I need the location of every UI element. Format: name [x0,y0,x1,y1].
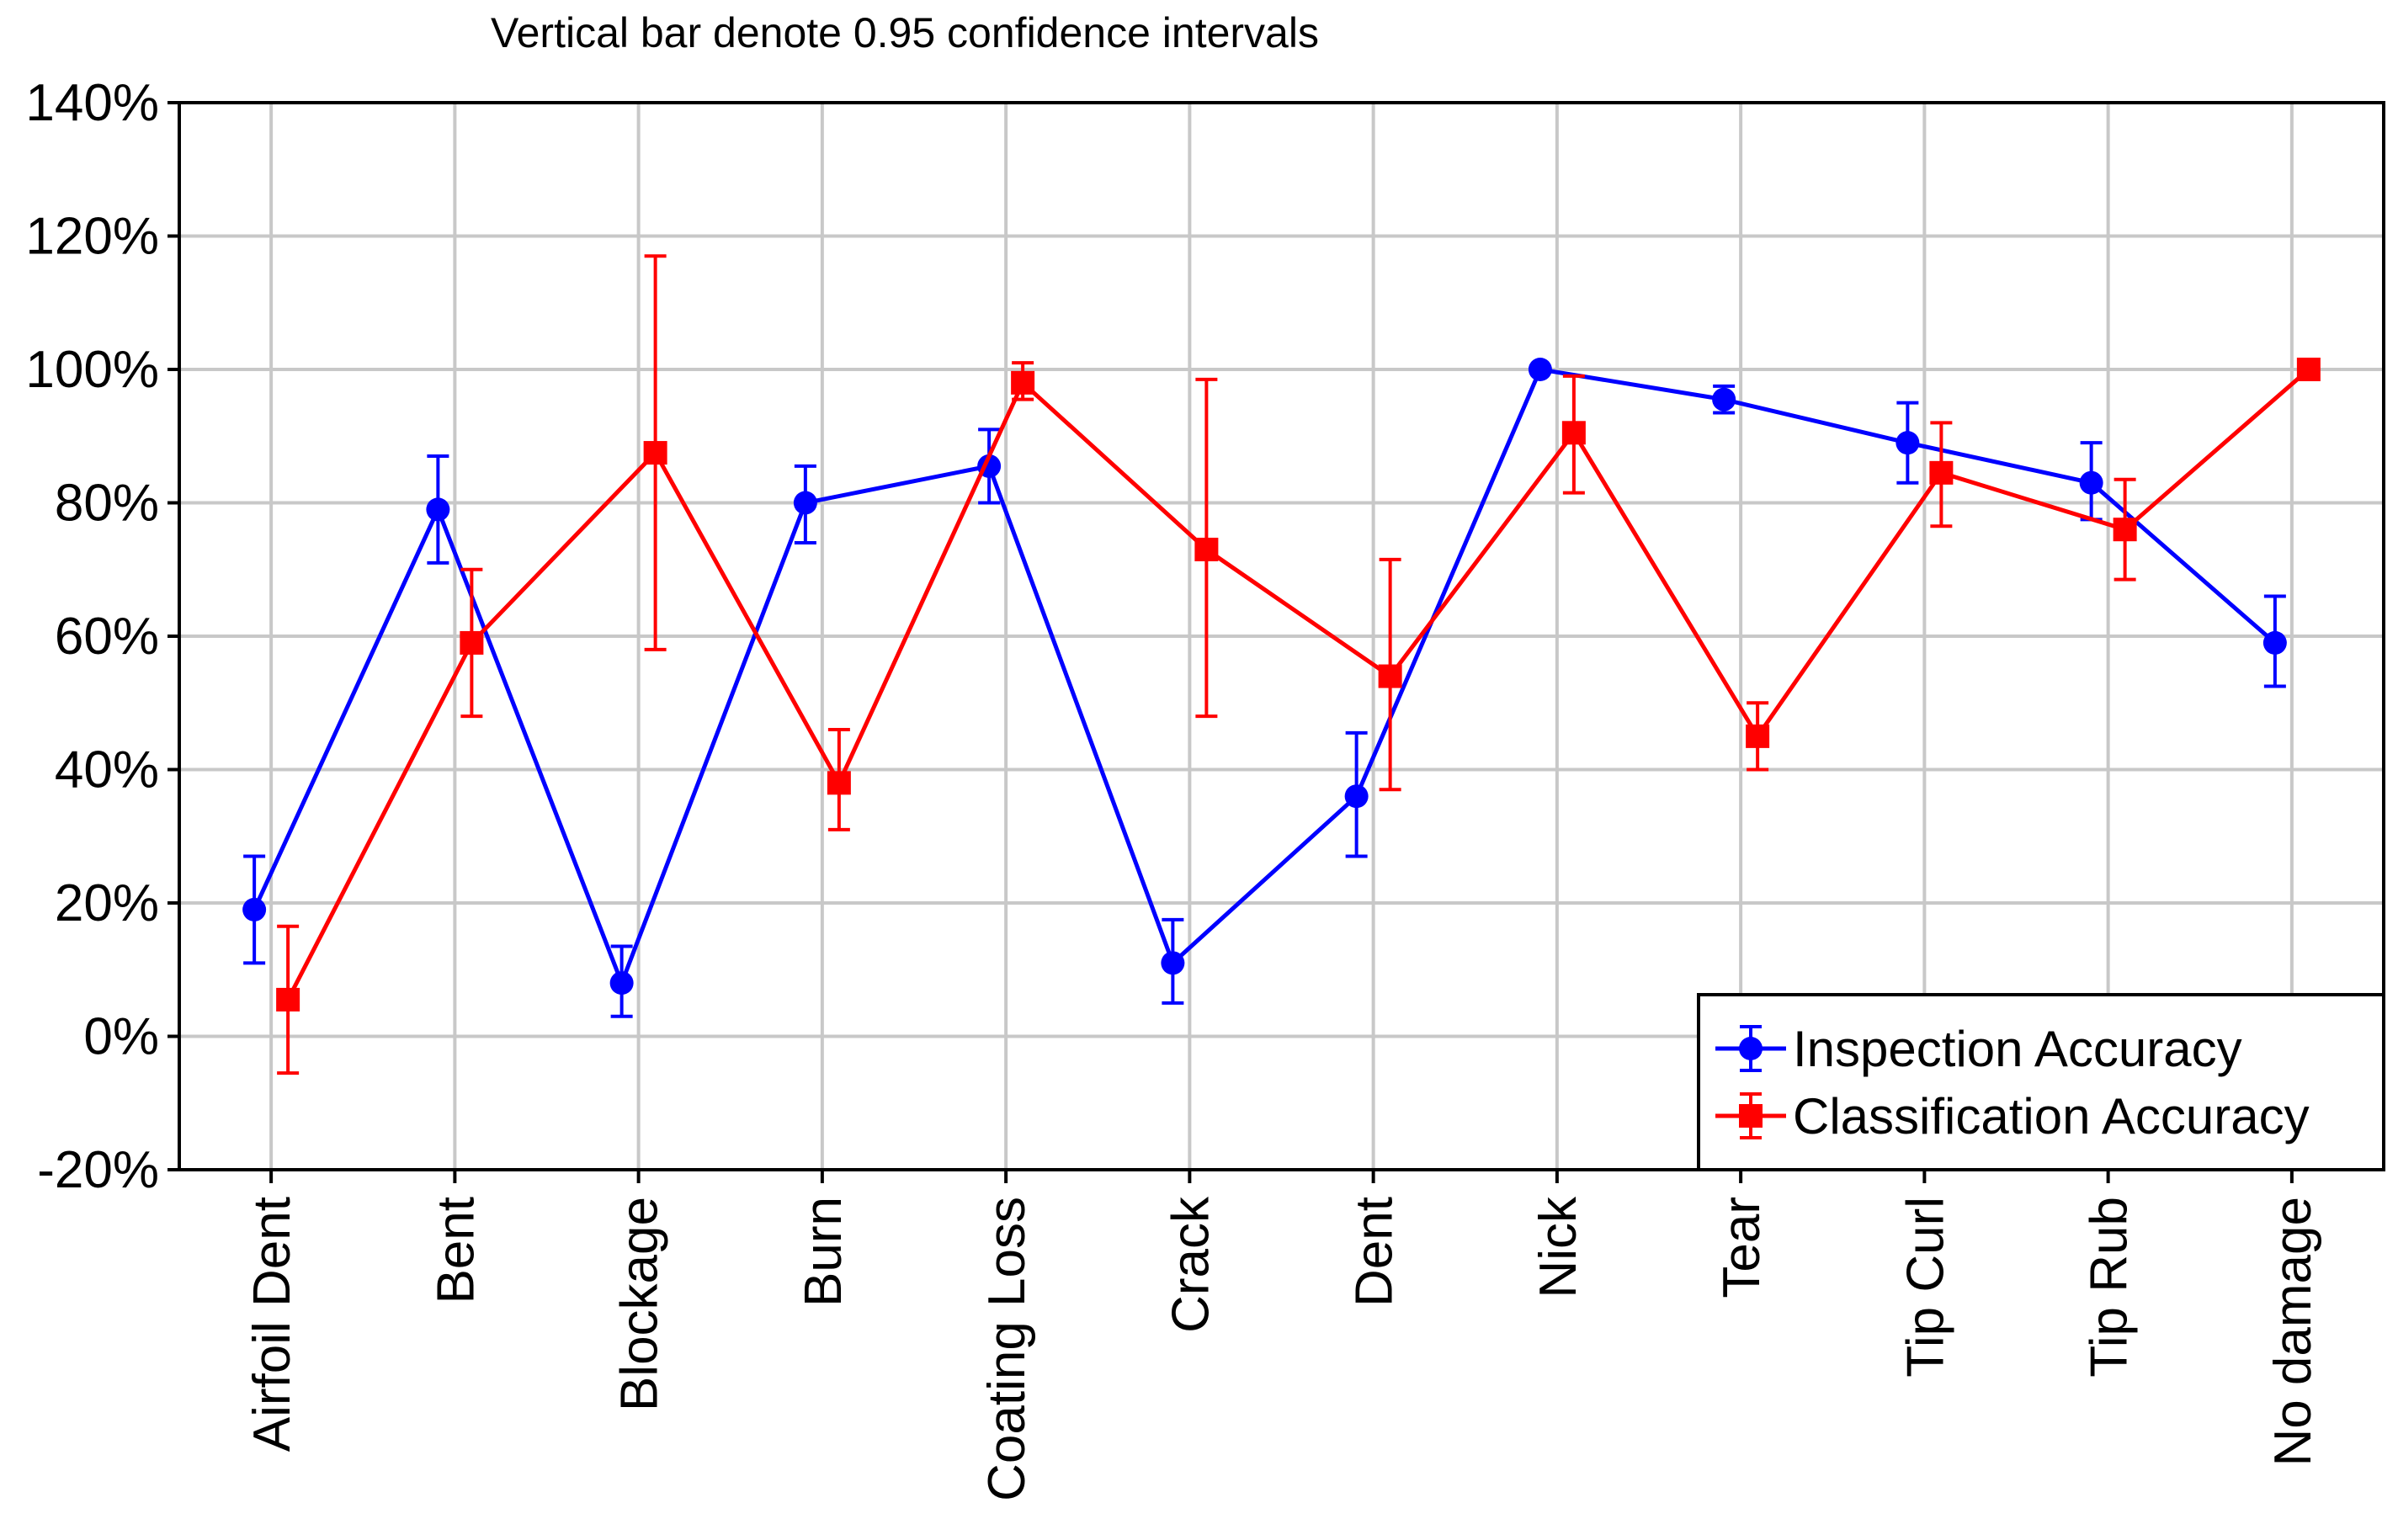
y-tick-label: 120% [25,208,159,266]
y-axis: -20% 0% 20% 40% 60% 80% 100% 120% 140% [25,74,179,1199]
x-tick-label: Tear [1713,1197,1771,1298]
legend-item: Classification Accuracy [1715,1088,2310,1144]
legend-box [1697,993,2385,1171]
data-point-marker [793,491,817,515]
data-point-marker [2262,630,2287,655]
data-point-marker [1194,537,1219,561]
x-tick-label: Blockage [611,1197,669,1411]
data-point-marker [1712,387,1736,412]
x-tick-label: Tip Rub [2081,1197,2139,1378]
x-tick-label: Burn [795,1197,853,1307]
y-tick-label: 60% [55,608,159,666]
x-tick-label: Airfoil Dent [243,1197,301,1452]
legend-marker [1739,1037,1763,1060]
data-point-marker [2079,470,2103,495]
data-point-marker [1344,784,1369,809]
y-tick-label: 80% [55,475,159,533]
chart-title: Vertical bar denote 0.95 confidence inte… [491,9,1319,56]
legend: Inspection Accuracy Classification Accura… [1697,993,2385,1171]
data-point-marker [1161,951,1185,975]
legend-label: Inspection Accuracy [1793,1021,2242,1077]
legend-marker [1739,1104,1763,1128]
data-point-marker [460,630,484,655]
x-axis: Airfoil Dent Bent Blockage Burn Coating Loss… [243,1170,2322,1501]
data-point-marker [1561,421,1586,445]
data-point-marker [643,441,667,465]
y-tick-label: -20% [37,1141,159,1199]
series-classification [276,254,2321,1075]
series [242,254,2321,1075]
series-line [285,368,2310,1001]
y-tick-label: 100% [25,341,159,399]
legend-item: Inspection Accuracy [1715,1021,2242,1077]
series-line [252,367,2277,990]
data-point-marker [1528,358,1552,381]
data-point-marker [276,987,300,1012]
y-tick-label: 40% [55,741,159,799]
data-point-marker [2113,518,2137,542]
y-tick-label: 0% [83,1008,159,1066]
x-tick-label: Crack [1162,1196,1220,1333]
data-point-marker [1011,370,1035,395]
x-tick-label: Tip Curl [1896,1197,1954,1378]
y-tick-label: 140% [25,74,159,132]
legend-label: Classification Accuracy [1793,1088,2310,1144]
data-point-marker [609,971,634,996]
y-tick-label: 20% [55,874,159,932]
data-point-marker [827,771,851,795]
data-point-marker [242,897,267,921]
x-tick-label: Bent [427,1197,485,1304]
x-tick-label: No damage [2264,1197,2322,1467]
data-point-marker [2296,358,2321,381]
x-tick-label: Coating Loss [978,1197,1036,1501]
data-point-marker [1378,664,1402,688]
x-tick-label: Nick [1529,1196,1587,1298]
data-point-marker [1929,460,1954,485]
series-inspection [242,358,2287,1018]
data-point-marker [1896,431,1920,455]
data-point-marker [1746,724,1770,748]
x-tick-label: Dent [1346,1197,1404,1307]
plot-area-frame [178,101,2385,1171]
grid [179,101,2384,1171]
data-point-marker [426,497,450,522]
